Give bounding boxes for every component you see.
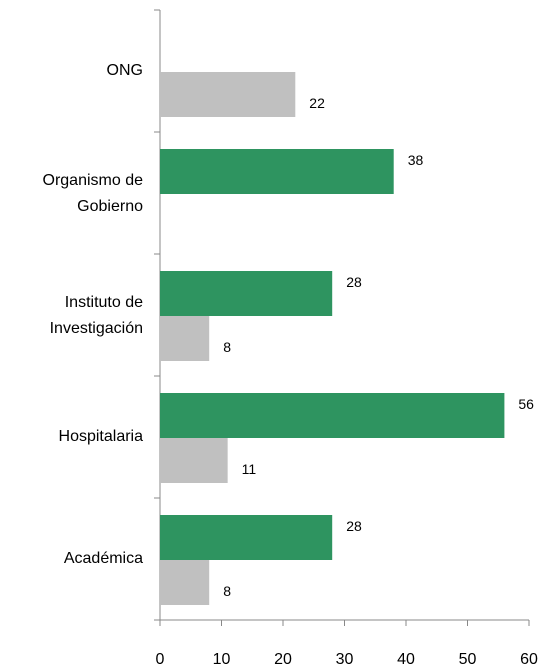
bar: [160, 72, 296, 117]
x-tick-label: 60: [520, 651, 538, 668]
bar: [160, 149, 394, 194]
value-label: 22: [309, 95, 325, 111]
category-label: Hospitalaria: [59, 428, 144, 445]
x-tick-label: 10: [213, 651, 231, 668]
value-label: 8: [223, 583, 231, 599]
bar: [160, 316, 210, 361]
category-label: Académica: [64, 550, 143, 567]
bar: [160, 438, 228, 483]
value-label: 11: [242, 461, 257, 477]
category-label: Organismo de Gobierno: [43, 172, 144, 215]
value-label: 28: [346, 518, 362, 534]
bar: [160, 271, 333, 316]
value-label: 28: [346, 274, 362, 290]
x-tick-label: 40: [397, 651, 415, 668]
bar: [160, 515, 333, 560]
x-tick-label: 20: [274, 651, 292, 668]
category-label: ONG: [107, 62, 143, 79]
value-label: 8: [223, 339, 231, 355]
bar: [160, 393, 505, 438]
x-tick-label: 0: [156, 651, 165, 668]
bar: [160, 560, 210, 605]
x-tick-label: 30: [336, 651, 354, 668]
value-label: 56: [518, 396, 534, 412]
x-tick-label: 50: [459, 651, 477, 668]
category-label: Instituto de Investigación: [50, 294, 143, 337]
value-label: 38: [408, 152, 424, 168]
